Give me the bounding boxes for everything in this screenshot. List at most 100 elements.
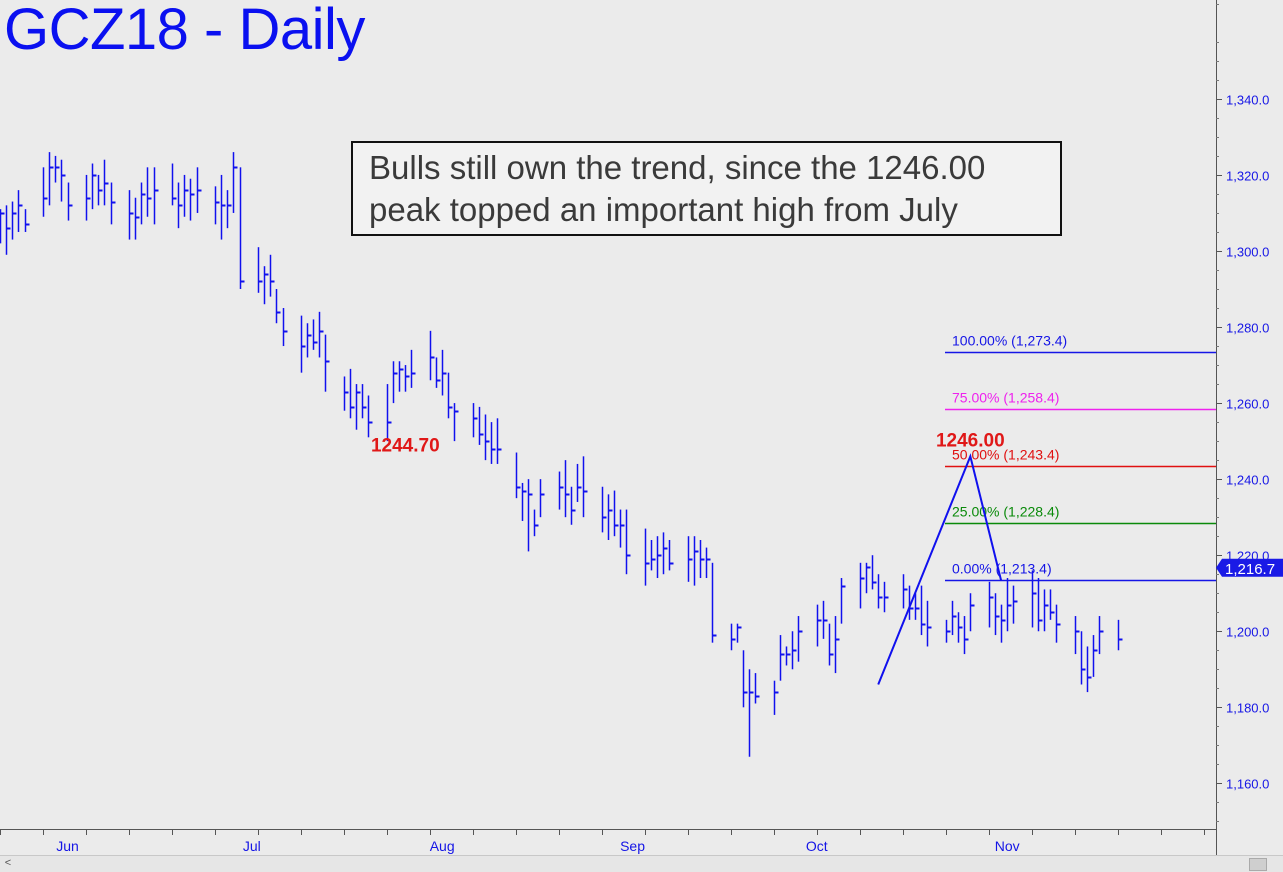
price-bar	[263, 266, 269, 305]
price-bar	[349, 368, 355, 419]
price-bar	[392, 361, 398, 404]
price-bar	[386, 384, 392, 442]
price-bar	[865, 562, 871, 594]
price-bar	[404, 365, 410, 392]
price-bar	[908, 585, 914, 620]
price-axis: 1,160.01,180.01,200.01,220.01,240.01,260…	[1216, 0, 1283, 855]
price-bar	[945, 619, 951, 643]
price-bar	[951, 600, 957, 636]
price-bar	[969, 593, 975, 632]
price-bar	[5, 205, 11, 255]
price-bar	[539, 479, 545, 518]
price-bar	[318, 311, 324, 358]
price-bar	[582, 456, 588, 518]
price-bar	[312, 319, 318, 350]
price-bar	[1086, 646, 1092, 693]
month-label: Nov	[995, 838, 1020, 854]
price-tick-label: 1,320.0	[1226, 169, 1269, 184]
price-bar	[361, 384, 367, 419]
price-bar	[754, 673, 760, 704]
price-bar	[1012, 585, 1018, 624]
price-bar	[67, 182, 73, 221]
price-bar	[650, 539, 656, 571]
price-bar	[300, 315, 306, 373]
price-bar	[453, 403, 459, 442]
price-bar	[239, 167, 245, 290]
swing-line	[877, 453, 1003, 685]
month-label: Sep	[620, 838, 645, 854]
price-bar	[367, 395, 373, 438]
price-bar	[496, 418, 502, 464]
price-bar	[435, 357, 441, 388]
price-bar	[564, 460, 570, 518]
price-bar	[822, 600, 828, 639]
price-bar	[42, 167, 48, 217]
peak-annotation: 1244.70	[371, 435, 440, 456]
fib-level: 0.00% (1,213.4)	[945, 561, 1216, 582]
price-bar	[914, 593, 920, 620]
chart-title: GCZ18 - Daily	[4, 0, 365, 62]
price-bar	[153, 167, 159, 225]
fib-level-label: 0.00% (1,213.4)	[952, 561, 1052, 577]
fib-level: 50.00% (1,243.4)	[945, 447, 1216, 468]
price-bar	[24, 209, 30, 232]
price-bar	[1037, 578, 1043, 632]
price-bar	[1098, 616, 1104, 655]
price-bar	[85, 174, 91, 221]
ohlc-bars	[0, 152, 1123, 757]
price-bar	[736, 623, 742, 643]
price-bar	[478, 406, 484, 445]
price-bar	[779, 635, 785, 681]
fibonacci-levels: 100.00% (1,273.4) 75.00% (1,258.4) 50.00% …	[945, 333, 1216, 582]
price-bar	[441, 349, 447, 396]
last-price-label: 1,216.7	[1225, 561, 1275, 578]
fib-level-label: 50.00% (1,243.4)	[952, 447, 1059, 463]
price-bar	[773, 680, 779, 715]
month-label: Jun	[56, 838, 79, 854]
price-bar	[1117, 619, 1123, 651]
price-bar	[693, 536, 699, 586]
price-tick-label: 1,160.0	[1226, 777, 1269, 792]
commentary-line-2: peak topped an important high from July	[369, 191, 958, 228]
price-bar	[791, 631, 797, 670]
price-tick-label: 1,300.0	[1226, 245, 1269, 260]
price-bar	[1055, 604, 1061, 643]
peak-annotation: 1246.00	[936, 430, 1005, 451]
price-bar	[957, 612, 963, 643]
price-bar	[834, 616, 840, 674]
price-bar	[730, 623, 736, 651]
scroll-thumb[interactable]	[1249, 858, 1267, 871]
price-bar	[926, 600, 932, 647]
swing-lines	[877, 453, 1003, 685]
price-bar	[177, 182, 183, 229]
price-bar	[54, 155, 60, 183]
price-bar	[282, 308, 288, 347]
price-bar	[226, 190, 232, 229]
price-tick-label: 1,200.0	[1226, 625, 1269, 640]
price-bar	[410, 349, 416, 388]
price-bar	[877, 574, 883, 609]
fib-level: 75.00% (1,258.4)	[945, 390, 1216, 411]
price-bar	[902, 574, 908, 609]
price-bar	[171, 163, 177, 206]
price-bar	[662, 532, 668, 575]
month-label: Oct	[806, 838, 828, 854]
scroll-left-arrow-icon[interactable]: <	[4, 857, 12, 869]
price-bar	[189, 178, 195, 221]
price-bar	[613, 490, 619, 537]
price-bar	[429, 330, 435, 381]
price-bar	[103, 159, 109, 206]
price-bar	[1049, 589, 1055, 620]
price-bar	[1092, 635, 1098, 677]
price-bar	[871, 555, 877, 590]
fib-level: 25.00% (1,228.4)	[945, 504, 1216, 525]
price-bar	[196, 167, 202, 213]
price-bar	[484, 414, 490, 461]
price-bar	[146, 167, 152, 217]
horizontal-scrollbar[interactable]: <	[0, 855, 1283, 872]
fib-level-label: 25.00% (1,228.4)	[952, 504, 1059, 520]
price-bar	[1031, 570, 1037, 628]
price-bar	[140, 182, 146, 225]
price-bar	[110, 182, 116, 225]
